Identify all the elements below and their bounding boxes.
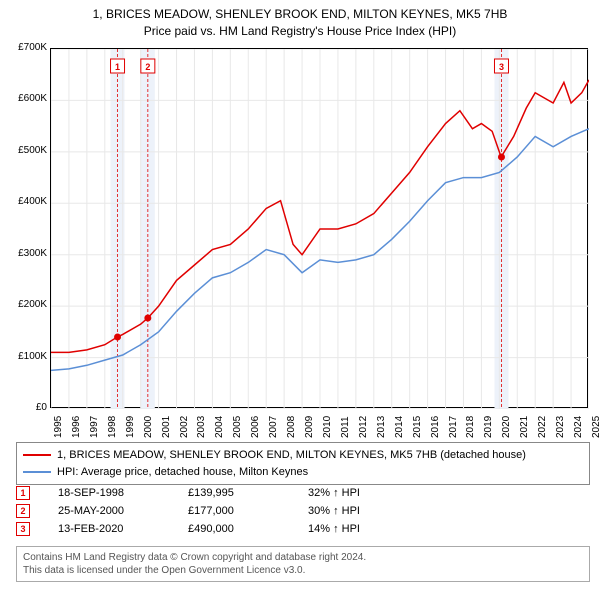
chart-plot-area: 1 2 3 bbox=[50, 48, 588, 408]
transaction-marker: 1 bbox=[16, 486, 30, 500]
legend-swatch bbox=[23, 454, 51, 456]
x-tick-label: 1995 bbox=[53, 416, 64, 438]
transaction-hpi: 30% ↑ HPI bbox=[308, 505, 418, 517]
x-tick-label: 2009 bbox=[304, 416, 315, 438]
x-tick-label: 2005 bbox=[232, 416, 243, 438]
transaction-row: 2 25-MAY-2000£177,00030% ↑ HPI bbox=[16, 502, 418, 520]
y-tick-label: £200K bbox=[2, 299, 47, 310]
footer-line-1: Contains HM Land Registry data © Crown c… bbox=[23, 551, 583, 564]
chart-title-block: 1, BRICES MEADOW, SHENLEY BROOK END, MIL… bbox=[0, 0, 600, 40]
transaction-row: 3 13-FEB-2020£490,00014% ↑ HPI bbox=[16, 520, 418, 538]
x-tick-label: 2016 bbox=[430, 416, 441, 438]
y-tick-label: £500K bbox=[2, 145, 47, 156]
transaction-price: £139,995 bbox=[188, 487, 308, 499]
chart-svg: 1 2 3 bbox=[51, 49, 589, 409]
footer-line-2: This data is licensed under the Open Gov… bbox=[23, 564, 583, 577]
transaction-date: 25-MAY-2000 bbox=[58, 505, 188, 517]
x-tick-label: 2001 bbox=[161, 416, 172, 438]
svg-text:2: 2 bbox=[145, 62, 150, 72]
x-tick-label: 2014 bbox=[394, 416, 405, 438]
svg-text:3: 3 bbox=[499, 62, 504, 72]
legend-label: 1, BRICES MEADOW, SHENLEY BROOK END, MIL… bbox=[57, 447, 526, 464]
y-tick-label: £700K bbox=[2, 42, 47, 53]
x-tick-label: 2010 bbox=[322, 416, 333, 438]
x-tick-label: 2006 bbox=[250, 416, 261, 438]
y-tick-label: £300K bbox=[2, 248, 47, 259]
x-tick-label: 2007 bbox=[268, 416, 279, 438]
x-tick-label: 2021 bbox=[519, 416, 530, 438]
x-tick-label: 2008 bbox=[286, 416, 297, 438]
transaction-marker: 2 bbox=[16, 504, 30, 518]
x-tick-label: 2002 bbox=[179, 416, 190, 438]
transaction-row: 1 18-SEP-1998£139,99532% ↑ HPI bbox=[16, 484, 418, 502]
x-tick-label: 2011 bbox=[340, 416, 351, 438]
legend-item: 1, BRICES MEADOW, SHENLEY BROOK END, MIL… bbox=[23, 447, 583, 464]
x-tick-label: 1997 bbox=[89, 416, 100, 438]
y-tick-label: £600K bbox=[2, 93, 47, 104]
x-tick-label: 2020 bbox=[501, 416, 512, 438]
title-line-2: Price paid vs. HM Land Registry's House … bbox=[0, 23, 600, 40]
transaction-date: 18-SEP-1998 bbox=[58, 487, 188, 499]
x-tick-label: 1999 bbox=[125, 416, 136, 438]
x-tick-label: 2003 bbox=[196, 416, 207, 438]
legend-item: HPI: Average price, detached house, Milt… bbox=[23, 464, 583, 481]
svg-text:1: 1 bbox=[115, 62, 120, 72]
x-tick-label: 2025 bbox=[591, 416, 600, 438]
transaction-marker: 3 bbox=[16, 522, 30, 536]
x-tick-label: 2019 bbox=[483, 416, 494, 438]
transaction-hpi: 14% ↑ HPI bbox=[308, 523, 418, 535]
x-tick-label: 1998 bbox=[107, 416, 118, 438]
x-tick-label: 2000 bbox=[143, 416, 154, 438]
y-tick-label: £0 bbox=[2, 402, 47, 413]
x-tick-label: 2018 bbox=[465, 416, 476, 438]
transaction-table: 1 18-SEP-1998£139,99532% ↑ HPI 2 25-MAY-200… bbox=[16, 484, 418, 538]
y-tick-label: £400K bbox=[2, 196, 47, 207]
x-tick-label: 2023 bbox=[555, 416, 566, 438]
x-tick-label: 2015 bbox=[412, 416, 423, 438]
footer-attribution: Contains HM Land Registry data © Crown c… bbox=[16, 546, 590, 582]
y-tick-label: £100K bbox=[2, 351, 47, 362]
title-line-1: 1, BRICES MEADOW, SHENLEY BROOK END, MIL… bbox=[0, 6, 600, 23]
legend-swatch bbox=[23, 471, 51, 473]
x-tick-label: 2004 bbox=[214, 416, 225, 438]
x-tick-label: 2012 bbox=[358, 416, 369, 438]
transaction-price: £177,000 bbox=[188, 505, 308, 517]
x-tick-label: 1996 bbox=[71, 416, 82, 438]
x-tick-label: 2022 bbox=[537, 416, 548, 438]
x-tick-label: 2013 bbox=[376, 416, 387, 438]
transaction-hpi: 32% ↑ HPI bbox=[308, 487, 418, 499]
transaction-price: £490,000 bbox=[188, 523, 308, 535]
legend-box: 1, BRICES MEADOW, SHENLEY BROOK END, MIL… bbox=[16, 442, 590, 485]
x-tick-label: 2017 bbox=[448, 416, 459, 438]
x-tick-label: 2024 bbox=[573, 416, 584, 438]
transaction-date: 13-FEB-2020 bbox=[58, 523, 188, 535]
legend-label: HPI: Average price, detached house, Milt… bbox=[57, 464, 308, 481]
